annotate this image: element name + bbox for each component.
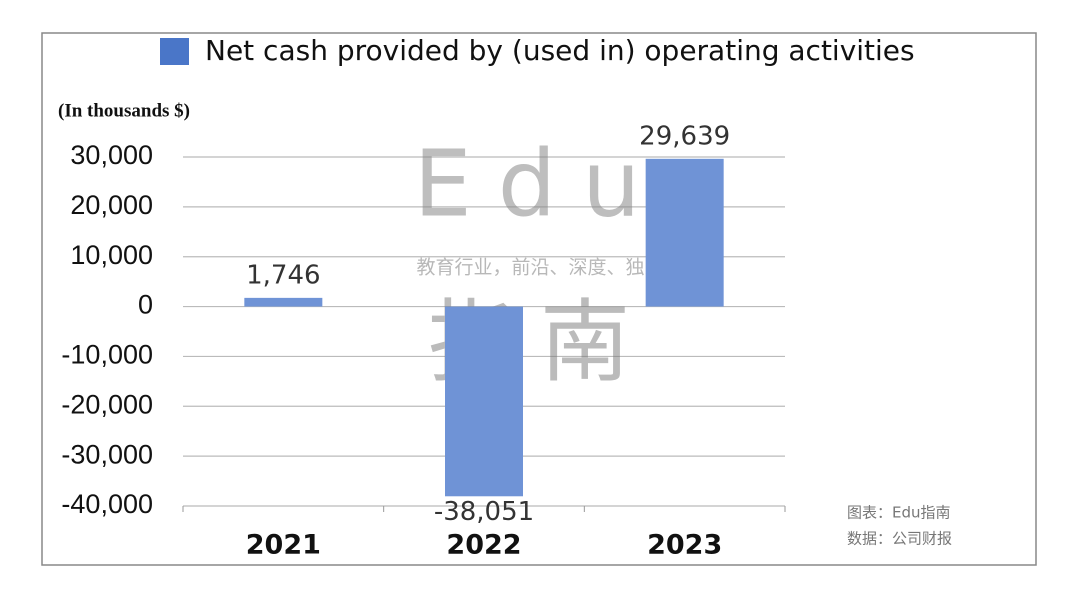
watermark-brand: Edu [414, 130, 667, 237]
legend-label: Net cash provided by (used in) operating… [205, 34, 915, 67]
y-tick-label: 30,000 [70, 140, 153, 170]
y-tick-label: -40,000 [61, 489, 153, 519]
source-note: 数据：公司财报 [847, 530, 952, 548]
x-tick-label: 2022 [446, 530, 521, 561]
data-label: 1,746 [246, 260, 320, 290]
source-note: 图表：Edu指南 [847, 504, 951, 522]
watermark-tagline: 教育行业，前沿、深度、独家 [416, 257, 663, 279]
data-label: 29,639 [639, 121, 730, 151]
y-tick-label: 0 [138, 290, 153, 320]
chart-frame [41, 32, 1037, 566]
y-tick-label: -10,000 [61, 340, 153, 370]
y-tick-label: 20,000 [70, 190, 153, 220]
y-tick-label: 10,000 [70, 240, 153, 270]
bar [645, 158, 724, 307]
data-label: -38,051 [434, 497, 534, 527]
bar [445, 306, 523, 497]
y-tick-label: -20,000 [61, 389, 153, 419]
bar [244, 297, 323, 307]
unit-note: (In thousands $) [58, 100, 190, 121]
y-tick-label: -30,000 [61, 439, 153, 469]
x-tick-label: 2023 [647, 530, 722, 561]
legend-swatch [160, 38, 189, 65]
x-tick-label: 2021 [246, 530, 321, 561]
